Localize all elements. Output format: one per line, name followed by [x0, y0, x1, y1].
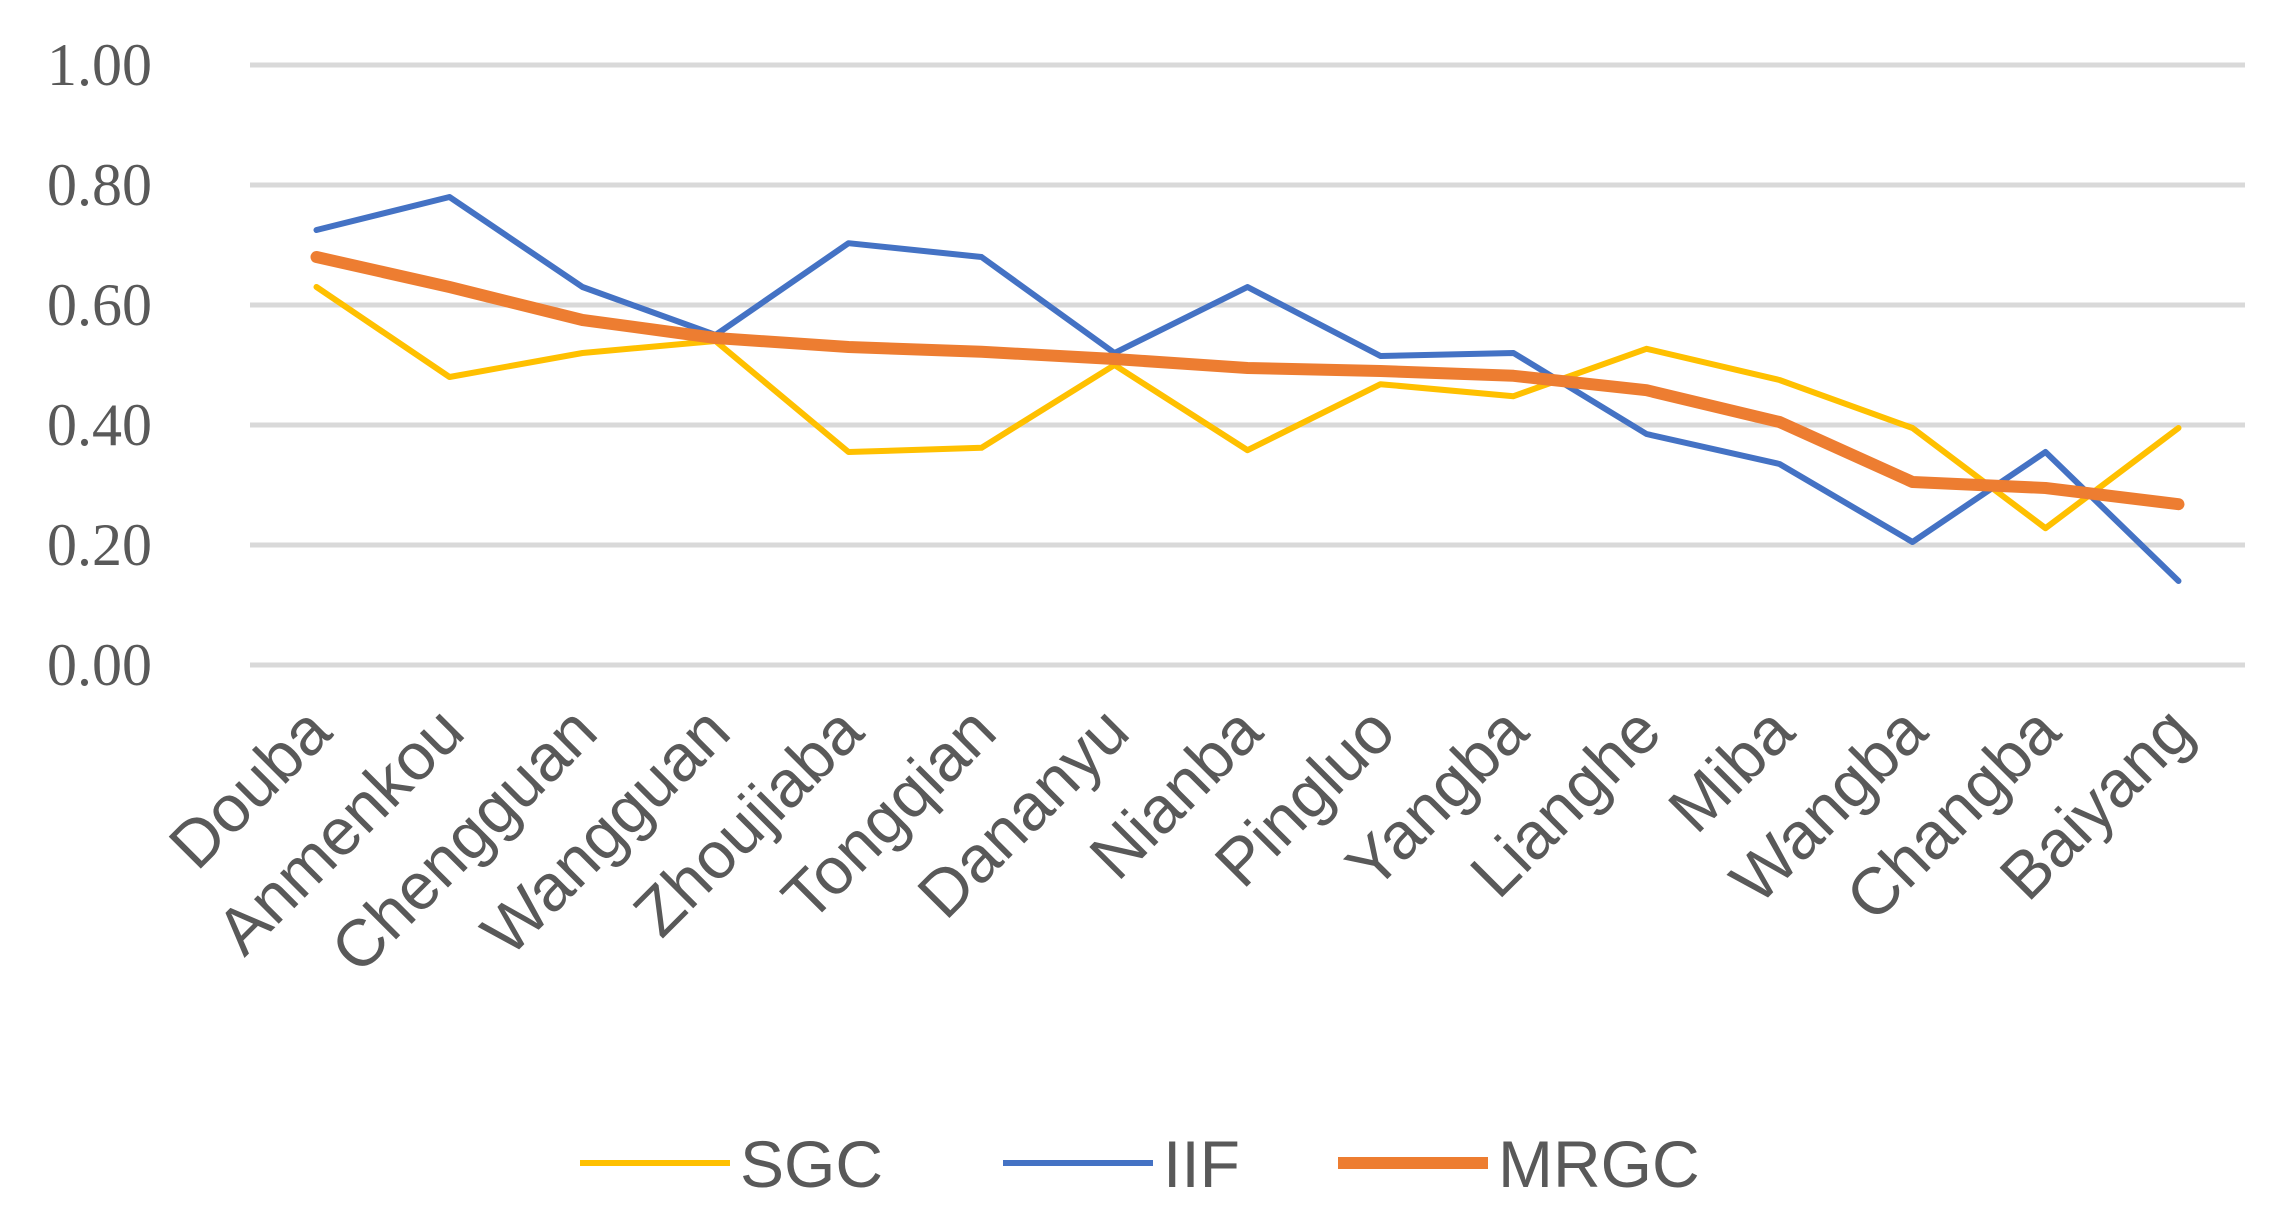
legend: SGC IIF MRGC	[580, 1127, 1700, 1201]
gridlines	[250, 62, 2245, 668]
y-tick-label: 0.60	[47, 272, 152, 338]
y-tick-label: 0.20	[47, 512, 152, 578]
y-tick-label: 0.00	[47, 632, 152, 698]
series-lines	[310, 194, 2185, 584]
legend-label-iif: IIF	[1163, 1127, 1240, 1201]
legend-label-mrgc: MRGC	[1498, 1127, 1700, 1201]
y-tick-label: 0.40	[47, 392, 152, 458]
series-line-mrgc	[310, 251, 2185, 511]
series-line-iif	[313, 194, 2182, 584]
y-tick-label: 1.00	[47, 32, 152, 98]
x-axis-ticks: DoubaAnmenkouChengguanWangguanZhoujiabaT…	[155, 692, 2207, 986]
y-tick-label: 0.80	[47, 152, 152, 218]
y-axis-ticks: 0.00 0.20 0.40 0.60 0.80 1.00	[47, 32, 152, 698]
legend-label-sgc: SGC	[740, 1127, 883, 1201]
series-line-sgc	[313, 284, 2182, 532]
